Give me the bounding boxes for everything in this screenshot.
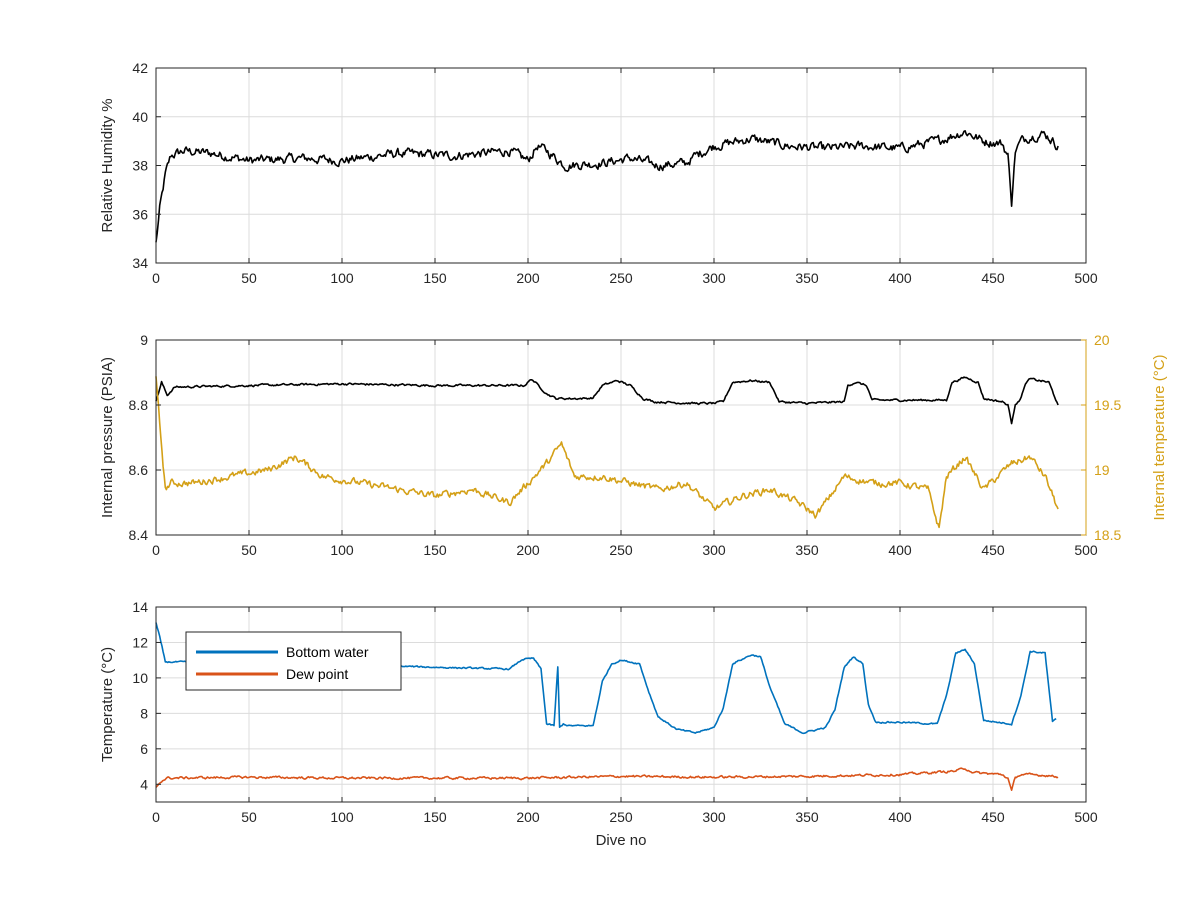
pressure-temperature-series (155, 376, 1059, 529)
x-tick-label: 0 (152, 270, 160, 286)
x-tick-label: 50 (241, 270, 257, 286)
temperature-panel: 0 50 100 150 200 250 300 350 400 450 500468101214 … (99, 599, 1098, 849)
x-tick-label: 400 (888, 809, 912, 825)
pressure-temperature-1-line (155, 376, 1059, 529)
x-tick-label: 150 (423, 542, 447, 558)
x-tick-label: 200 (516, 270, 540, 286)
y-tick-label: 8.6 (129, 462, 149, 478)
x-tick-label: 50 (241, 809, 257, 825)
legend-label-bottom-water: Bottom water (286, 644, 369, 660)
x-tick-label: 500 (1074, 809, 1098, 825)
x-tick-label: 100 (330, 270, 354, 286)
y-tick-label: 8.8 (129, 397, 149, 413)
humidity-series (155, 130, 1059, 243)
y-tick-label: 40 (132, 109, 148, 125)
dew-point-line (155, 767, 1059, 791)
right-y-tick-label: 19.5 (1094, 397, 1121, 413)
y-tick-label: 42 (132, 60, 148, 76)
x-tick-label: 200 (516, 542, 540, 558)
x-tick-label: 150 (423, 270, 447, 286)
x-tick-label: 150 (423, 809, 447, 825)
x-tick-label: 100 (330, 809, 354, 825)
x-tick-label: 350 (795, 542, 819, 558)
x-tick-label: 250 (609, 270, 633, 286)
y-tick-label: 6 (140, 741, 148, 757)
x-axis-label: Dive no (596, 832, 647, 849)
x-tick-label: 100 (330, 542, 354, 558)
x-tick-label: 350 (795, 809, 819, 825)
y-tick-label: 34 (132, 255, 148, 271)
x-tick-label: 350 (795, 270, 819, 286)
humidity-0-line (155, 130, 1059, 243)
y-tick-label: 12 (132, 634, 148, 650)
pressure-ticks: 0 50 100 150 200 250 300 350 400 450 500 8.4 8.6 8.8 9… (129, 332, 1122, 558)
x-tick-label: 0 (152, 809, 160, 825)
pressure-temperature-panel: 0 50 100 150 200 250 300 350 400 450 500 8.4 8.6 8.8 9… (99, 332, 1168, 558)
x-tick-label: 200 (516, 809, 540, 825)
legend-box (185, 631, 402, 691)
y-tick-label: 36 (132, 206, 148, 222)
x-tick-label: 500 (1074, 270, 1098, 286)
y-tick-label: 10 (132, 670, 148, 686)
x-tick-label: 450 (981, 270, 1005, 286)
y-tick-label: 8 (140, 705, 148, 721)
y-tick-label: 9 (140, 332, 148, 348)
pressure-y-axis-label: Internal pressure (PSIA) (99, 357, 116, 518)
temperature-legend: Bottom water Dew point (185, 631, 402, 691)
x-tick-label: 250 (609, 542, 633, 558)
x-tick-label: 300 (702, 542, 726, 558)
humidity-panel: 0 50 100 150 200 250 300 350 400 450 500 34 36 38 40 42… (99, 60, 1098, 286)
right-y-tick-label: 20 (1094, 332, 1110, 348)
y-tick-label: 8.4 (129, 527, 149, 543)
x-tick-label: 500 (1074, 542, 1098, 558)
x-tick-label: 450 (981, 809, 1005, 825)
right-y-tick-label: 18.5 (1094, 527, 1121, 543)
x-tick-label: 450 (981, 542, 1005, 558)
x-tick-label: 300 (702, 270, 726, 286)
humidity-y-axis-label: Relative Humidity % (99, 98, 116, 232)
y-tick-label: 14 (132, 599, 148, 615)
legend-label-dew-point: Dew point (286, 666, 348, 682)
temperature-y-axis-label: Temperature (°C) (99, 647, 116, 762)
internal-temperature-y-axis-label: Internal temperature (°C) (1151, 354, 1168, 520)
right-y-tick-label: 19 (1094, 462, 1110, 478)
x-tick-label: 300 (702, 809, 726, 825)
y-tick-label: 4 (140, 776, 148, 792)
x-tick-label: 0 (152, 542, 160, 558)
pressure-temperature-0-line (155, 376, 1059, 425)
x-tick-label: 400 (888, 542, 912, 558)
x-tick-label: 250 (609, 809, 633, 825)
x-tick-label: 400 (888, 270, 912, 286)
x-tick-label: 50 (241, 542, 257, 558)
temperature-ticks: 0 50 100 150 200 250 300 350 400 450 500 4 6 8 10 12 14 (132, 599, 1097, 825)
humidity-ticks: 0 50 100 150 200 250 300 350 400 450 500 34 36 38 40 42 (132, 60, 1097, 286)
y-tick-label: 38 (132, 158, 148, 174)
